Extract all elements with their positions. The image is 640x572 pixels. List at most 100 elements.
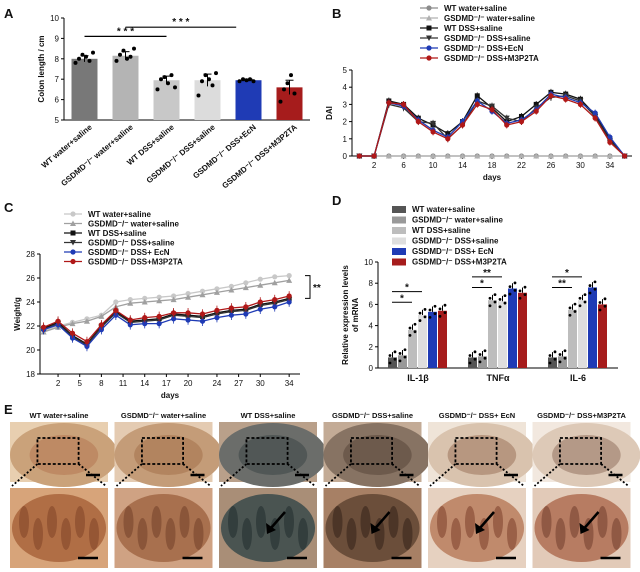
data-point [513, 281, 517, 285]
data-point [493, 300, 497, 304]
data-point [430, 129, 436, 135]
bar [112, 55, 139, 120]
data-point [398, 352, 402, 355]
data-point [141, 299, 148, 305]
tissue-crypt [165, 518, 176, 550]
data-point [523, 285, 527, 289]
data-point [388, 361, 392, 365]
tissue-crypt [437, 506, 447, 538]
x-tick-label: 18 [488, 161, 497, 170]
data-point [603, 297, 607, 301]
legend-label: GSDMD⁻/⁻ DSS+ EcN [412, 247, 494, 256]
tissue-crypt [137, 518, 148, 550]
tissue-crypt [298, 518, 308, 550]
tissue-crypt [451, 518, 461, 550]
tissue-crypt [75, 506, 85, 538]
y-tick-label: 24 [26, 298, 35, 307]
data-point [171, 310, 177, 316]
tissue-crypt [89, 518, 99, 550]
data-point [562, 153, 569, 159]
zoom-box [454, 437, 498, 465]
x-axis-label: days [161, 391, 180, 400]
data-point [228, 312, 234, 318]
x-tick-label: GSDMD⁻/⁻ DSS+M3P2TA [220, 122, 299, 190]
data-point [508, 285, 512, 289]
data-point [257, 299, 263, 305]
data-point [166, 81, 170, 86]
data-point [286, 299, 292, 305]
y-tick-label: 2 [343, 118, 348, 127]
x-tick-label: 22 [517, 161, 526, 170]
data-point [533, 153, 540, 159]
legend-marker [70, 240, 76, 246]
data-point [478, 353, 482, 356]
y-tick-label: 10 [364, 258, 373, 267]
data-point [83, 318, 90, 324]
y-tick-label: 0 [369, 364, 374, 373]
significance-label: ** [558, 278, 566, 289]
data-point [214, 286, 220, 292]
data-point [156, 313, 162, 319]
bar [478, 356, 487, 368]
data-point [568, 313, 572, 317]
histology-panel: WT water+saline GSDMD⁻/⁻ water+saline WT D… [10, 411, 640, 568]
tissue-crypt [465, 506, 475, 538]
legend-label: GSDMD⁻/⁻ water+saline [444, 14, 535, 23]
zoom-connector [182, 463, 212, 487]
data-point [578, 296, 582, 300]
data-point [199, 288, 206, 294]
data-point [286, 293, 292, 299]
histology-label: GSDMD⁻/⁻ water+saline [121, 411, 206, 420]
tissue-core [447, 435, 517, 475]
x-tick-label: 14 [458, 161, 467, 170]
zoom-connector [600, 463, 630, 487]
data-point [127, 300, 134, 306]
data-point [228, 287, 235, 293]
arrow-icon [583, 511, 600, 529]
significance-label: * [480, 278, 484, 289]
data-point [558, 353, 562, 356]
y-tick-label: 8 [55, 55, 60, 64]
data-point [403, 348, 407, 352]
histology-label: WT water+saline [30, 411, 89, 420]
x-tick-label: IL-1β [407, 373, 429, 383]
bar [488, 300, 497, 368]
legend-label: GSDMD⁻/⁻ DSS+M3P2TA [412, 258, 507, 267]
data-point [73, 60, 78, 65]
tissue-crypt [256, 506, 266, 538]
data-point [210, 83, 215, 88]
legend-label: GSDMD⁻/⁻ DSS+saline [88, 239, 175, 248]
data-point [393, 350, 397, 354]
data-point [483, 349, 487, 353]
data-point [286, 273, 292, 279]
y-tick-label: 4 [369, 322, 374, 331]
bar [408, 329, 417, 368]
data-point [423, 315, 427, 319]
bar [518, 292, 527, 368]
x-tick-label: 11 [119, 379, 128, 388]
y-tick-label: 10 [50, 14, 59, 23]
tissue-crypt [597, 506, 608, 538]
data-point [371, 153, 377, 159]
tissue-crypt [388, 506, 399, 538]
tissue-crypt [402, 518, 413, 550]
y-tick-label: 6 [369, 300, 374, 309]
data-point [199, 311, 206, 317]
data-point [518, 296, 522, 300]
zoom-connector [11, 463, 39, 487]
y-tick-label: 4 [343, 83, 348, 92]
legend-swatch [392, 237, 406, 245]
y-tick-label: 20 [26, 346, 35, 355]
data-point [156, 297, 163, 304]
data-point [228, 305, 234, 311]
x-tick-label: 10 [429, 161, 438, 170]
data-point [272, 274, 278, 280]
data-point [200, 79, 204, 84]
legend-marker [70, 258, 76, 265]
bar [468, 357, 477, 368]
data-point [243, 304, 249, 310]
data-point [444, 153, 451, 159]
tissue-crypt [555, 518, 566, 550]
data-point [393, 357, 397, 361]
data-point [242, 284, 249, 291]
